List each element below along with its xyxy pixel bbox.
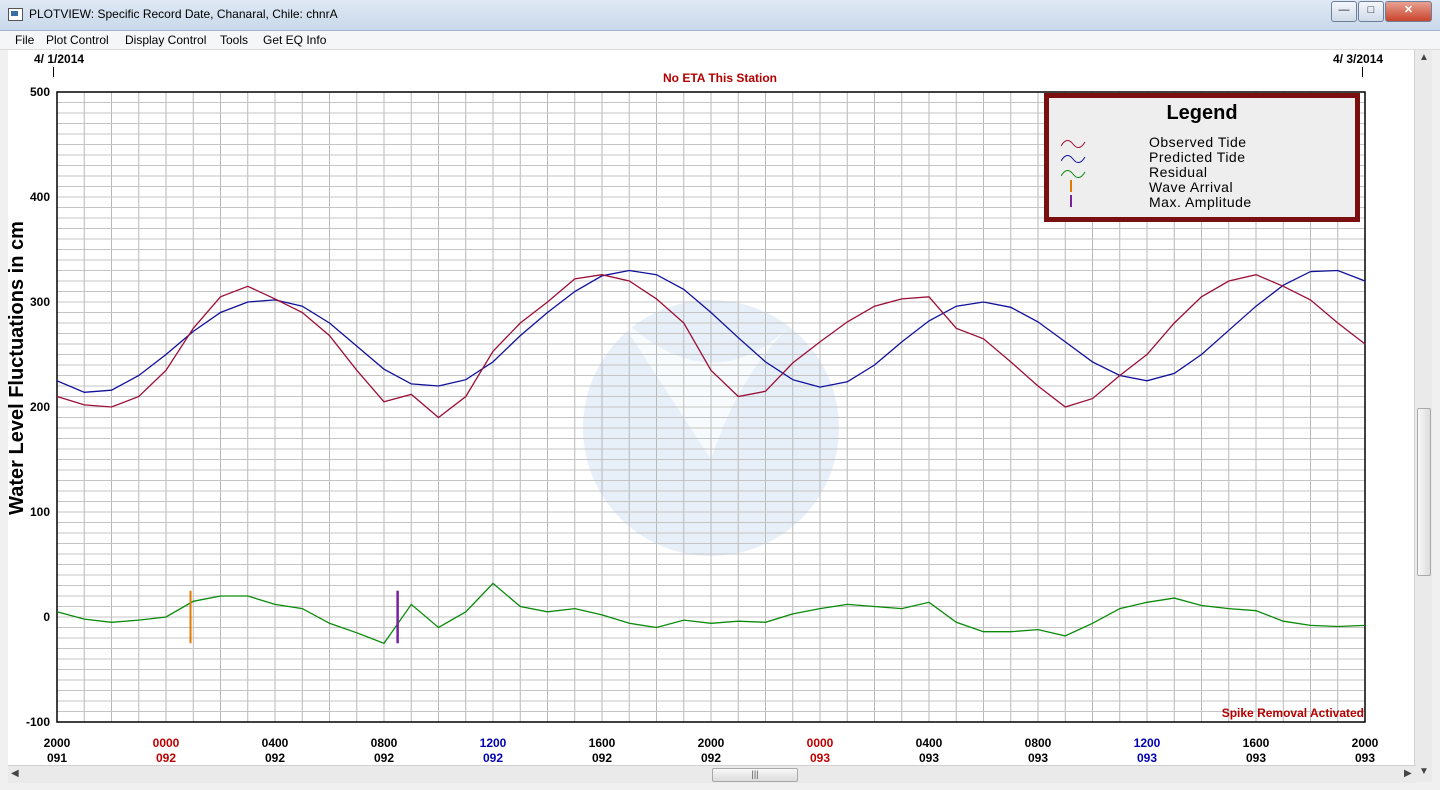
- x-tick-day: 091: [47, 751, 67, 765]
- series-predicted-tide: [56, 269, 1366, 393]
- end-date-tick: [1362, 67, 1363, 77]
- x-tick-day: 093: [1246, 751, 1266, 765]
- x-tick-day: 092: [701, 751, 721, 765]
- x-tick-time: 2000: [1352, 736, 1379, 750]
- x-tick-time: 0800: [371, 736, 398, 750]
- y-tick-label: 300: [30, 295, 50, 309]
- legend-title: Legend: [1166, 102, 1238, 124]
- app-icon[interactable]: [8, 8, 23, 21]
- scroll-right-icon[interactable]: ▶: [1404, 768, 1412, 779]
- window-title: PLOTVIEW: Specific Record Date, Chanaral…: [29, 7, 338, 21]
- legend-residual: Residual: [1149, 164, 1208, 180]
- legend-predicted: Predicted Tide: [1149, 149, 1246, 165]
- horizontal-scroll-thumb[interactable]: |||: [712, 768, 798, 782]
- eta-message: No ETA This Station: [663, 71, 777, 85]
- scroll-down-icon[interactable]: ▼: [1419, 766, 1429, 777]
- x-tick-time: 1200: [1134, 736, 1161, 750]
- legend-max-amplitude: Max. Amplitude: [1149, 194, 1252, 210]
- x-tick-day: 092: [592, 751, 612, 765]
- vertical-scroll-thumb[interactable]: [1417, 408, 1431, 576]
- series-residual: [56, 582, 1366, 645]
- x-tick-day: 093: [1137, 751, 1157, 765]
- y-tick-label: 400: [30, 190, 50, 204]
- y-tick-label: -100: [26, 715, 50, 729]
- menu-tools[interactable]: Tools: [220, 33, 249, 47]
- y-axis-label: Water Level Fluctuations in cm: [6, 221, 28, 515]
- x-tick-time: 0800: [1025, 736, 1052, 750]
- residual-wave-icon: [1061, 170, 1086, 178]
- y-tick-label: 500: [30, 85, 50, 99]
- menu-file[interactable]: File: [15, 33, 35, 47]
- menu-plot-control[interactable]: Plot Control: [46, 33, 109, 47]
- scroll-left-icon[interactable]: ◀: [11, 768, 19, 779]
- maximize-button[interactable]: □: [1358, 1, 1384, 22]
- x-tick-day: 092: [483, 751, 503, 765]
- legend-wave-arrival: Wave Arrival: [1149, 179, 1234, 195]
- scroll-up-icon[interactable]: ▲: [1419, 52, 1429, 63]
- x-tick-time: 0000: [807, 736, 834, 750]
- x-tick-day: 092: [374, 751, 394, 765]
- y-tick-label: 100: [30, 505, 50, 519]
- legend-box[interactable]: Legend Observed Tide Predicted Tide Resi…: [1044, 93, 1360, 222]
- plot-area: -100 0 100 200 300 400 500 2000 091 0000 092 0400 09…: [6, 50, 1432, 782]
- observed-wave-icon: [1061, 140, 1086, 148]
- plot-frame: [56, 91, 1366, 723]
- x-tick-time: 0400: [262, 736, 289, 750]
- predicted-wave-icon: [1061, 155, 1086, 163]
- horizontal-scrollbar[interactable]: ◀ ||| ▶: [8, 765, 1416, 783]
- x-tick-time: 2000: [698, 736, 725, 750]
- title-bar: PLOTVIEW: Specific Record Date, Chanaral…: [0, 0, 1440, 31]
- x-tick-day: 093: [810, 751, 830, 765]
- x-tick-day: 093: [919, 751, 939, 765]
- legend-observed: Observed Tide: [1149, 134, 1247, 150]
- y-tick-label: 200: [30, 400, 50, 414]
- spike-removal-message: Spike Removal Activated: [1221, 706, 1364, 720]
- menu-get-eq-info[interactable]: Get EQ Info: [263, 33, 327, 47]
- minimize-button[interactable]: —: [1331, 1, 1357, 22]
- x-tick-time: 1200: [480, 736, 507, 750]
- x-tick-day: 092: [156, 751, 176, 765]
- x-tick-time: 2000: [44, 736, 71, 750]
- menu-bar: File Plot Control Display Control Tools …: [0, 31, 1440, 50]
- x-tick-time: 0000: [153, 736, 180, 750]
- x-tick-time: 1600: [589, 736, 616, 750]
- end-date: 4/ 3/2014: [1333, 52, 1384, 66]
- start-date: 4/ 1/2014: [34, 52, 85, 66]
- wave-arrival-bar-icon: [1070, 180, 1072, 192]
- y-tick-label: 0: [43, 610, 50, 624]
- x-tick-day: 093: [1028, 751, 1048, 765]
- x-tick-time: 0400: [916, 736, 943, 750]
- start-date-tick: [53, 67, 54, 77]
- menu-display-control[interactable]: Display Control: [125, 33, 207, 47]
- x-tick-time: 1600: [1243, 736, 1270, 750]
- max-amplitude-bar-icon: [1070, 195, 1072, 207]
- x-tick-day: 093: [1355, 751, 1375, 765]
- x-tick-day: 092: [265, 751, 285, 765]
- vertical-scrollbar[interactable]: ▲ ▼: [1414, 50, 1432, 782]
- series-observed-tide: [56, 274, 1366, 419]
- close-button[interactable]: ✕: [1385, 1, 1432, 22]
